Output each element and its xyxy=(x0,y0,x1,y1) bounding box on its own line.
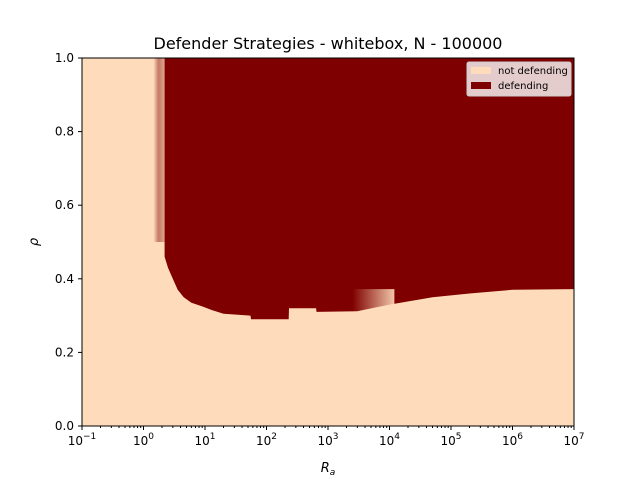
x-tick-label: 100 xyxy=(133,432,154,448)
legend: not defending defending xyxy=(466,61,572,97)
legend-swatch-defending xyxy=(471,82,491,89)
y-tick-label: 0.8 xyxy=(55,125,74,139)
legend-swatch-not-defending xyxy=(471,67,491,74)
partial-defending-band xyxy=(153,58,165,242)
x-axis-ticks: 10−1 100 101 102 103 104 105 106 107 xyxy=(68,426,585,448)
y-tick-label: 1.0 xyxy=(55,51,74,65)
x-tick-label: 102 xyxy=(256,432,277,448)
x-tick-label: 106 xyxy=(502,432,523,448)
x-tick-label: 107 xyxy=(563,432,584,448)
x-tick-label: 101 xyxy=(194,432,215,448)
legend-label-not-defending: not defending xyxy=(498,66,568,77)
x-tick-label: 10−1 xyxy=(68,432,97,448)
x-tick-label: 104 xyxy=(379,432,400,448)
y-tick-label: 0.0 xyxy=(55,419,74,433)
x-tick-label: 105 xyxy=(440,432,461,448)
y-tick-label: 0.4 xyxy=(55,272,74,286)
y-tick-label: 0.6 xyxy=(55,198,74,212)
legend-box xyxy=(466,61,572,97)
y-axis-label: ρ xyxy=(27,237,42,246)
chart-title: Defender Strategies - whitebox, N - 1000… xyxy=(154,34,503,53)
x-tick-label: 103 xyxy=(317,432,338,448)
y-tick-label: 0.2 xyxy=(55,345,74,359)
boundary-fade xyxy=(352,289,395,312)
x-axis-label: Ra xyxy=(321,461,336,478)
defending-region xyxy=(164,58,574,320)
y-axis-ticks: 0.0 0.2 0.4 0.6 0.8 1.0 xyxy=(55,51,82,433)
legend-label-defending: defending xyxy=(498,81,548,92)
